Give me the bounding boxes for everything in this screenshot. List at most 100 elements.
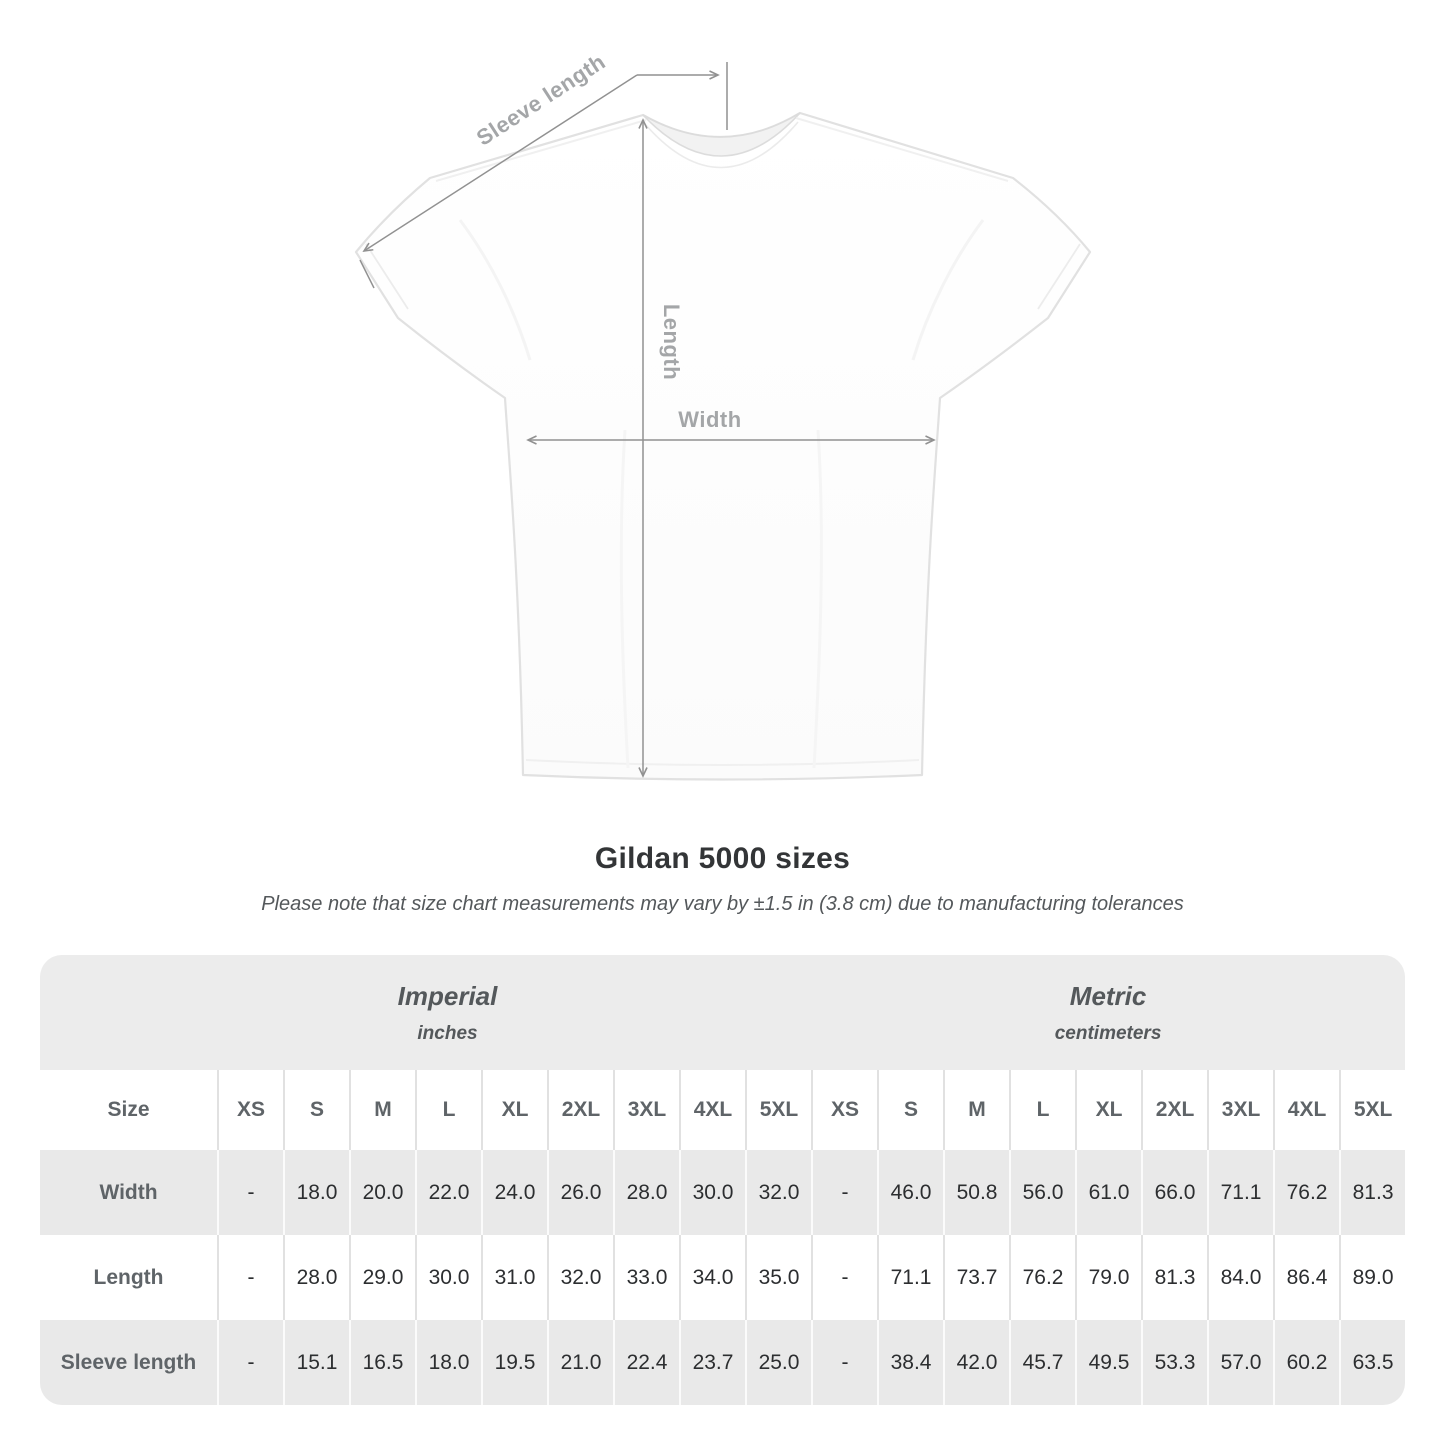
size-header: L <box>415 1070 481 1150</box>
fabric-fold <box>911 219 985 361</box>
table-cell: 32.0 <box>745 1150 812 1235</box>
imperial-group-header: Imperial inches <box>40 955 812 1070</box>
size-header: M <box>349 1070 415 1150</box>
size-header: 2XL <box>1141 1070 1208 1150</box>
table-cell: 60.2 <box>1273 1320 1340 1405</box>
table-cell: - <box>811 1150 878 1235</box>
table-cell: 50.8 <box>943 1150 1010 1235</box>
size-table-container: Imperial inches Metric centimeters Size … <box>40 955 1405 1405</box>
size-header: XS <box>811 1070 878 1150</box>
length-row: Length - 28.0 29.0 30.0 31.0 32.0 33.0 3… <box>40 1235 1405 1320</box>
table-cell: 66.0 <box>1141 1150 1208 1235</box>
row-label-sleeve-length: Sleeve length <box>40 1320 217 1405</box>
sleeve-length-row: Sleeve length - 15.1 16.5 18.0 19.5 21.0… <box>40 1320 1405 1405</box>
table-cell: 81.3 <box>1141 1235 1208 1320</box>
table-cell: 86.4 <box>1273 1235 1340 1320</box>
table-cell: 57.0 <box>1207 1320 1274 1405</box>
metric-units: centimeters <box>1054 1022 1162 1044</box>
imperial-units: inches <box>417 1022 478 1044</box>
tolerance-note: Please note that size chart measurements… <box>261 893 1184 915</box>
size-column-header: Size <box>40 1070 217 1150</box>
table-cell: - <box>217 1150 283 1235</box>
hem-seam <box>525 759 920 766</box>
size-header: L <box>1009 1070 1076 1150</box>
cuff-seam-right <box>1037 243 1081 310</box>
table-cell: 23.7 <box>679 1320 745 1405</box>
cuff-seam-left <box>365 243 409 310</box>
table-cell: 28.0 <box>283 1235 349 1320</box>
table-cell: 76.2 <box>1273 1150 1340 1235</box>
size-header: S <box>877 1070 944 1150</box>
fabric-fold <box>619 429 630 769</box>
size-header: XL <box>1075 1070 1142 1150</box>
table-cell: 56.0 <box>1009 1150 1076 1235</box>
table-cell: 24.0 <box>481 1150 547 1235</box>
collar-seam <box>644 121 799 169</box>
table-cell: 38.4 <box>877 1320 944 1405</box>
size-header: 3XL <box>613 1070 679 1150</box>
table-cell: 18.0 <box>283 1150 349 1235</box>
tshirt-outline <box>354 111 1092 781</box>
table-cell: 61.0 <box>1075 1150 1142 1235</box>
table-cell: 71.1 <box>877 1235 944 1320</box>
table-cell: 32.0 <box>547 1235 613 1320</box>
table-cell: 81.3 <box>1339 1150 1405 1235</box>
fabric-fold <box>812 429 823 769</box>
table-cell: - <box>811 1235 878 1320</box>
size-header: 5XL <box>745 1070 812 1150</box>
length-label: Length <box>659 304 684 380</box>
table-cell: 46.0 <box>877 1150 944 1235</box>
table-cell: 34.0 <box>679 1235 745 1320</box>
table-cell: 53.3 <box>1141 1320 1208 1405</box>
table-cell: 26.0 <box>547 1150 613 1235</box>
table-cell: 73.7 <box>943 1235 1010 1320</box>
dimension-lines <box>359 62 936 778</box>
table-cell: 18.0 <box>415 1320 481 1405</box>
metric-group-header: Metric centimeters <box>811 955 1405 1070</box>
tshirt-measurement-diagram: Sleeve length Length Width <box>354 49 1092 781</box>
table-cell: 19.5 <box>481 1320 547 1405</box>
unit-group-row: Imperial inches Metric centimeters <box>40 955 1405 1070</box>
imperial-label: Imperial <box>397 980 498 1011</box>
table-cell: 30.0 <box>679 1150 745 1235</box>
size-header-row: Size XS S M L XL 2XL 3XL 4XL 5XL XS S M … <box>40 1070 1405 1150</box>
table-cell: 30.0 <box>415 1235 481 1320</box>
table-cell: 22.0 <box>415 1150 481 1235</box>
table-cell: 45.7 <box>1009 1320 1076 1405</box>
sleeve-length-dimension-line <box>362 74 638 253</box>
sleeve-length-extension <box>359 259 375 289</box>
table-cell: 25.0 <box>745 1320 812 1405</box>
row-label-length: Length <box>40 1235 217 1320</box>
table-cell: 21.0 <box>547 1320 613 1405</box>
table-cell: 16.5 <box>349 1320 415 1405</box>
width-label: Width <box>678 407 741 432</box>
table-cell: 33.0 <box>613 1235 679 1320</box>
table-cell: 28.0 <box>613 1150 679 1235</box>
row-label-width: Width <box>40 1150 217 1235</box>
table-cell: 42.0 <box>943 1320 1010 1405</box>
table-cell: 79.0 <box>1075 1235 1142 1320</box>
size-header: M <box>943 1070 1010 1150</box>
table-cell: - <box>217 1235 283 1320</box>
table-cell: 71.1 <box>1207 1150 1274 1235</box>
table-cell: 76.2 <box>1009 1235 1076 1320</box>
table-cell: 15.1 <box>283 1320 349 1405</box>
size-table: Imperial inches Metric centimeters Size … <box>40 955 1405 1405</box>
table-cell: 63.5 <box>1339 1320 1405 1405</box>
table-cell: 89.0 <box>1339 1235 1405 1320</box>
size-header: 4XL <box>1273 1070 1340 1150</box>
table-cell: 35.0 <box>745 1235 812 1320</box>
width-row: Width - 18.0 20.0 22.0 24.0 26.0 28.0 30… <box>40 1150 1405 1235</box>
table-cell: 31.0 <box>481 1235 547 1320</box>
table-cell: 49.5 <box>1075 1320 1142 1405</box>
page-title: Gildan 5000 sizes <box>594 842 851 875</box>
collar <box>642 112 801 157</box>
fabric-fold <box>458 219 532 361</box>
size-header: 5XL <box>1339 1070 1405 1150</box>
size-header: 3XL <box>1207 1070 1274 1150</box>
table-cell: - <box>217 1320 283 1405</box>
table-cell: - <box>811 1320 878 1405</box>
size-header: XL <box>481 1070 547 1150</box>
size-header: XS <box>217 1070 283 1150</box>
size-header: 2XL <box>547 1070 613 1150</box>
